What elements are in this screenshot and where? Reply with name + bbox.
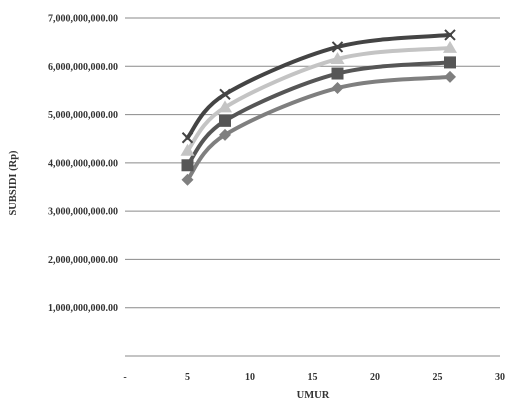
series-3-line [185, 45, 452, 153]
y-tick-label: 4,000,000,000.00 [48, 158, 118, 169]
y-tick-labels: 1,000,000,000.00 2,000,000,000.00 3,000,00… [48, 14, 118, 315]
series-1-line [185, 74, 452, 182]
series-4-point [181, 132, 194, 144]
series-4-point [444, 29, 456, 41]
series-1-point [181, 173, 194, 186]
x-tick-label: 5 [185, 372, 190, 383]
x-tick-label: 30 [495, 372, 505, 383]
series-3-point [330, 52, 345, 65]
y-tick-label: 1,000,000,000.00 [48, 303, 118, 314]
y-axis-title: SUBSIDI (Rp) [8, 150, 19, 216]
x-tick-label: 15 [308, 372, 318, 383]
y-tick-label: 3,000,000,000.00 [48, 207, 118, 218]
x-tick-label: - [123, 372, 126, 383]
series-2-line [185, 60, 452, 168]
y-tick-label: 2,000,000,000.00 [48, 255, 118, 266]
series-lines [185, 32, 452, 182]
series-1-point [331, 82, 344, 95]
series-4-point [331, 41, 344, 53]
x-tick-label: 20 [370, 372, 380, 383]
x-tick-label: 25 [433, 372, 443, 383]
y-tick-label: 7,000,000,000.00 [48, 14, 118, 25]
series-2-point [181, 159, 194, 172]
x-axis-title: UMUR [297, 390, 330, 401]
series-4-point [219, 88, 231, 100]
x-tick-labels: - 5 10 15 20 25 30 [123, 372, 505, 383]
series-3-point [218, 100, 232, 113]
y-tick-label: 5,000,000,000.00 [48, 110, 118, 121]
series-3-point [443, 40, 457, 53]
y-tick-label: 6,000,000,000.00 [48, 62, 118, 73]
series-2-point [219, 114, 231, 127]
series-4-line [185, 32, 452, 140]
series-2-point [331, 67, 344, 80]
series-1-point [444, 70, 456, 83]
series-2-point [444, 56, 456, 69]
series-markers [180, 29, 457, 186]
series-1-point [219, 128, 231, 141]
series-3-point [180, 143, 195, 156]
x-tick-label: 10 [245, 372, 255, 383]
